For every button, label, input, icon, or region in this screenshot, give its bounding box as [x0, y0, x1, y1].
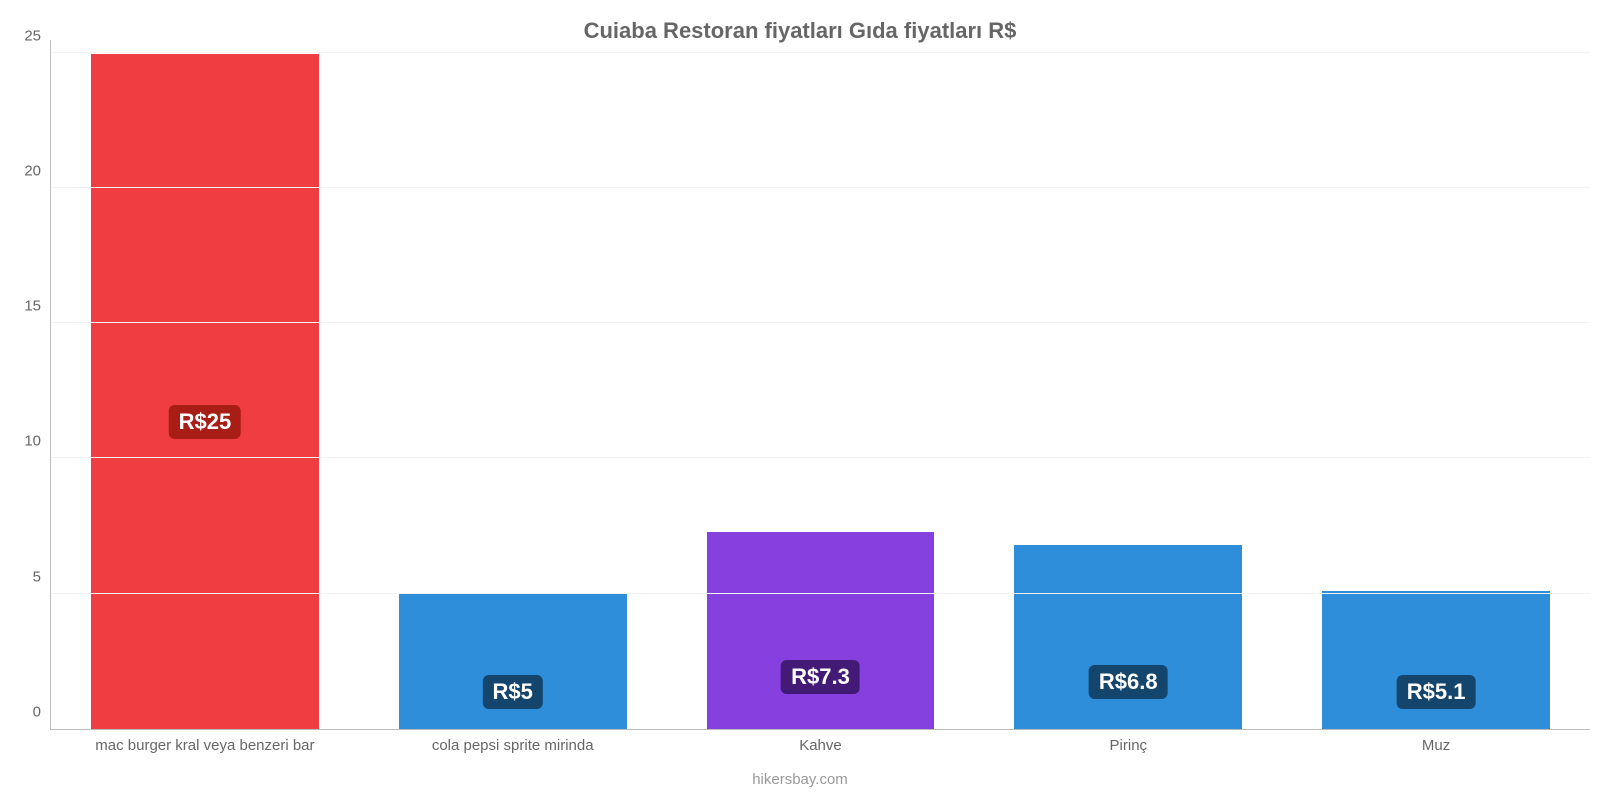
- gridline: [51, 187, 1590, 188]
- y-tick-label: 20: [24, 162, 51, 179]
- bar-slot: R$6.8Pirinç: [974, 40, 1282, 729]
- bar-slot: R$5cola pepsi sprite mirinda: [359, 40, 667, 729]
- bar-slot: R$7.3Kahve: [667, 40, 975, 729]
- x-tick-label: Kahve: [799, 729, 842, 754]
- bars-row: R$25mac burger kral veya benzeri barR$5c…: [51, 40, 1590, 729]
- y-tick-label: 15: [24, 298, 51, 315]
- value-badge: R$25: [169, 405, 242, 439]
- gridline: [51, 322, 1590, 323]
- bar-slot: R$5.1Muz: [1282, 40, 1590, 729]
- bar: R$7.3: [707, 532, 935, 729]
- y-tick-label: 25: [24, 27, 51, 44]
- bar: R$5: [399, 594, 627, 729]
- value-badge: R$5: [483, 675, 543, 709]
- value-badge: R$6.8: [1089, 665, 1168, 699]
- x-tick-label: Muz: [1422, 729, 1450, 754]
- bar: R$5.1: [1322, 591, 1550, 729]
- gridline: [51, 593, 1590, 594]
- plot-area: R$25mac burger kral veya benzeri barR$5c…: [50, 40, 1590, 730]
- y-tick-label: 5: [33, 568, 51, 585]
- bar: R$25: [91, 54, 319, 729]
- gridline: [51, 52, 1590, 53]
- value-badge: R$7.3: [781, 660, 860, 694]
- footer-credit: hikersbay.com: [0, 771, 1600, 788]
- y-tick-label: 10: [24, 433, 51, 450]
- price-bar-chart: Cuiaba Restoran fiyatları Gıda fiyatları…: [0, 0, 1600, 800]
- value-badge: R$5.1: [1397, 675, 1476, 709]
- x-tick-label: cola pepsi sprite mirinda: [432, 729, 594, 754]
- x-tick-label: Pirinç: [1110, 729, 1148, 754]
- bar: R$6.8: [1014, 545, 1242, 729]
- x-tick-label: mac burger kral veya benzeri bar: [95, 729, 314, 754]
- gridline: [51, 457, 1590, 458]
- y-tick-label: 0: [33, 704, 51, 721]
- bar-slot: R$25mac burger kral veya benzeri bar: [51, 40, 359, 729]
